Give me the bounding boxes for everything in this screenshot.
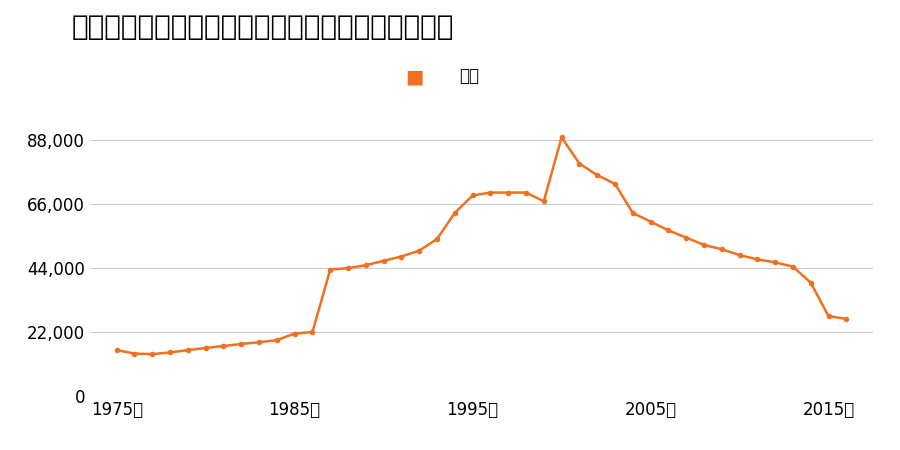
Text: 価格: 価格: [459, 68, 479, 86]
Text: ■: ■: [405, 67, 423, 86]
Text: 茨城県日立市滑川町字六所平８６６番５の地価推移: 茨城県日立市滑川町字六所平８６６番５の地価推移: [72, 14, 454, 41]
